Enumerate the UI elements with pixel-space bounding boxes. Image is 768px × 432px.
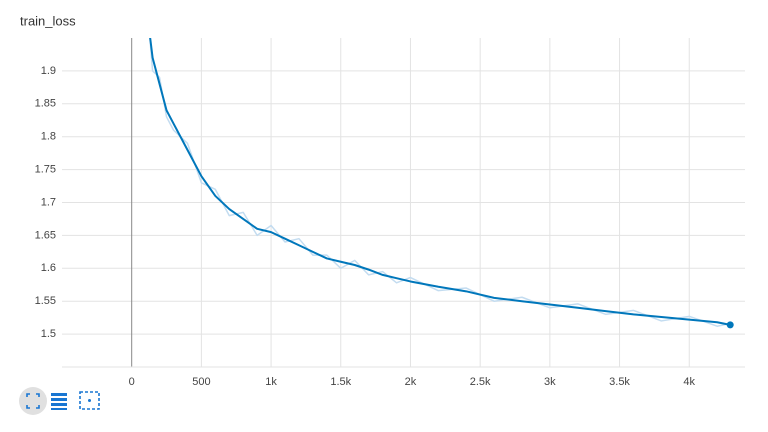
y-tick-label: 1.7 [41, 196, 56, 208]
fit-icon [26, 393, 40, 409]
fit-domain-button[interactable] [19, 387, 47, 415]
x-tick-label: 1.5k [330, 376, 351, 388]
x-tick-label: 4k [683, 376, 695, 388]
y-tick-label: 1.75 [35, 164, 56, 176]
y-tick-label: 1.6 [41, 262, 56, 274]
y-tick-label: 1.8 [41, 131, 56, 143]
x-tick-label: 1k [265, 376, 277, 388]
y-tick-label: 1.5 [41, 328, 56, 340]
y-tick-label: 1.85 [35, 98, 56, 110]
x-tick-label: 3k [544, 376, 556, 388]
grid: 1.5 1.55 1.6 1.65 1.7 1.75 1.8 1.85 1.9 0 500 1k 1.5… [35, 38, 745, 388]
x-tick-label: 500 [192, 376, 210, 388]
plot-area [149, 38, 731, 327]
x-tick-label: 0 [129, 376, 135, 388]
y-tick-label: 1.65 [35, 229, 56, 241]
x-tick-label: 2k [405, 376, 417, 388]
last-point [726, 321, 734, 329]
series-line [149, 38, 731, 327]
x-tick-label: 3.5k [609, 376, 630, 388]
series-line [149, 38, 731, 326]
toggle-log-button[interactable] [51, 393, 67, 410]
toolbar[interactable] [19, 387, 100, 415]
select-region-button[interactable] [79, 391, 100, 410]
y-tick-label: 1.9 [41, 65, 56, 77]
y-tick-label: 1.55 [35, 295, 56, 307]
x-tick-label: 2.5k [470, 376, 491, 388]
chart-title: train_loss [20, 13, 76, 28]
